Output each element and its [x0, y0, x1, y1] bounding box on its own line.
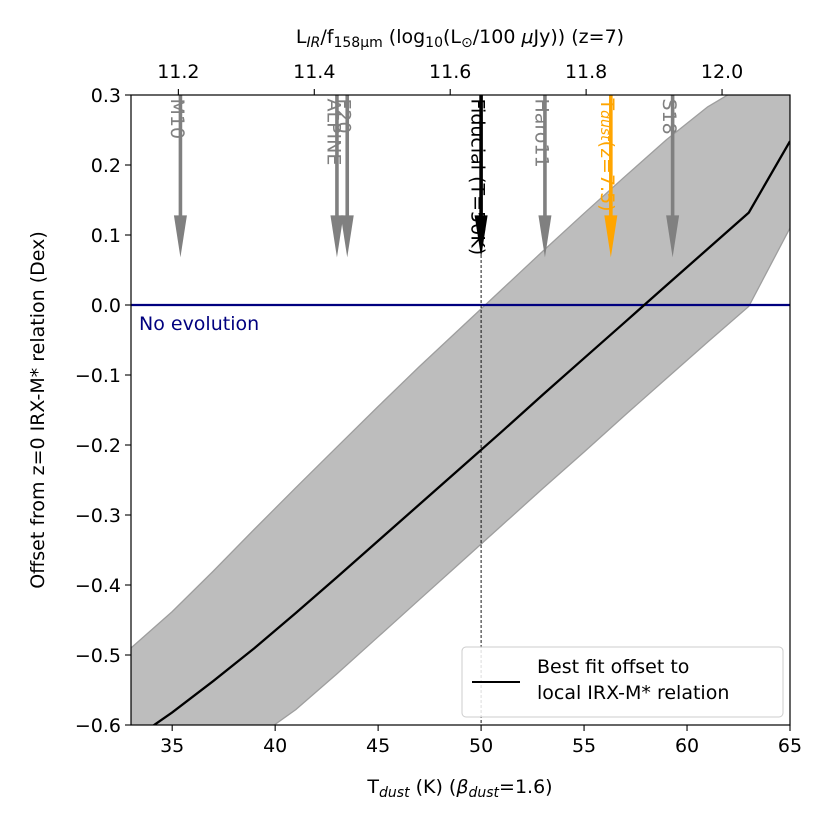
arrow-alpine: ALPINE: [322, 95, 344, 258]
arrow-head: [474, 215, 488, 258]
arrow-t-dust-z-7-5-: Tdust(z=7.5): [596, 95, 618, 258]
top-tick-label: 11.2: [157, 61, 199, 83]
legend-box: [461, 646, 784, 718]
arrow-label: F20: [333, 99, 355, 134]
y-tick-label: −0.6: [75, 715, 121, 737]
y-tick-label: 0.0: [91, 295, 121, 317]
legend-line-1: Best fit offset to: [537, 656, 689, 678]
top-tick-label: 11.8: [565, 61, 607, 83]
arrow-head: [330, 215, 344, 258]
series-line-best-fit: [152, 140, 790, 725]
confidence-band: [131, 95, 790, 725]
x-tick-label: 35: [160, 735, 184, 757]
arrow-head: [538, 215, 552, 258]
arrow-m10: M10: [166, 95, 188, 258]
y-tick-label: −0.2: [75, 435, 121, 457]
y-tick-label: 0.2: [91, 155, 121, 177]
top-tick-label: 12.0: [701, 61, 743, 83]
arrow-head: [604, 215, 618, 258]
arrow-s18: S18: [658, 95, 680, 258]
x-tick-label: 45: [366, 735, 390, 757]
arrow-label: S18: [658, 99, 680, 135]
arrow-label: Haro11: [530, 99, 552, 168]
y-axis-label: Offset from z=0 IRX-M* relation (Dex): [27, 231, 49, 589]
y-tick-label: −0.3: [75, 505, 121, 527]
arrow-fiducial-t-50k-: Fiducial (T=50K): [467, 95, 489, 258]
arrow-label: Fiducial (T=50K): [467, 99, 489, 256]
top-axis-label: LIR/f158μm (log10(L⊙/100 μJy)) (z=7): [296, 26, 624, 51]
y-tick-label: 0.1: [91, 225, 121, 247]
y-tick-label: 0.3: [91, 85, 121, 107]
x-tick-label: 50: [469, 735, 493, 757]
x-axis-label: Tdust (K) (βdust=1.6): [366, 776, 552, 801]
plot-frame: [130, 94, 791, 726]
arrow-label: ALPINE: [322, 99, 344, 166]
arrow-haro11: Haro11: [530, 95, 552, 258]
no-evolution-label: No evolution: [139, 313, 259, 335]
arrow-head: [173, 215, 187, 258]
arrow-head: [666, 215, 680, 258]
y-tick-label: −0.1: [75, 365, 121, 387]
arrow-label: Tdust(z=7.5): [596, 98, 618, 212]
top-tick-label: 11.6: [429, 61, 471, 83]
x-tick-label: 65: [778, 735, 802, 757]
x-tick-label: 40: [263, 735, 287, 757]
top-tick-label: 11.4: [293, 61, 335, 83]
arrow-head: [340, 215, 354, 258]
y-tick-label: −0.5: [75, 645, 121, 667]
y-tick-label: −0.4: [75, 575, 121, 597]
arrow-label: M10: [166, 99, 188, 140]
legend: Best fit offset to local IRX-M* relation: [461, 646, 784, 718]
x-tick-label: 55: [572, 735, 596, 757]
arrow-f20: F20: [333, 95, 355, 258]
x-tick-label: 60: [675, 735, 699, 757]
legend-line-2: local IRX-M* relation: [537, 682, 729, 704]
